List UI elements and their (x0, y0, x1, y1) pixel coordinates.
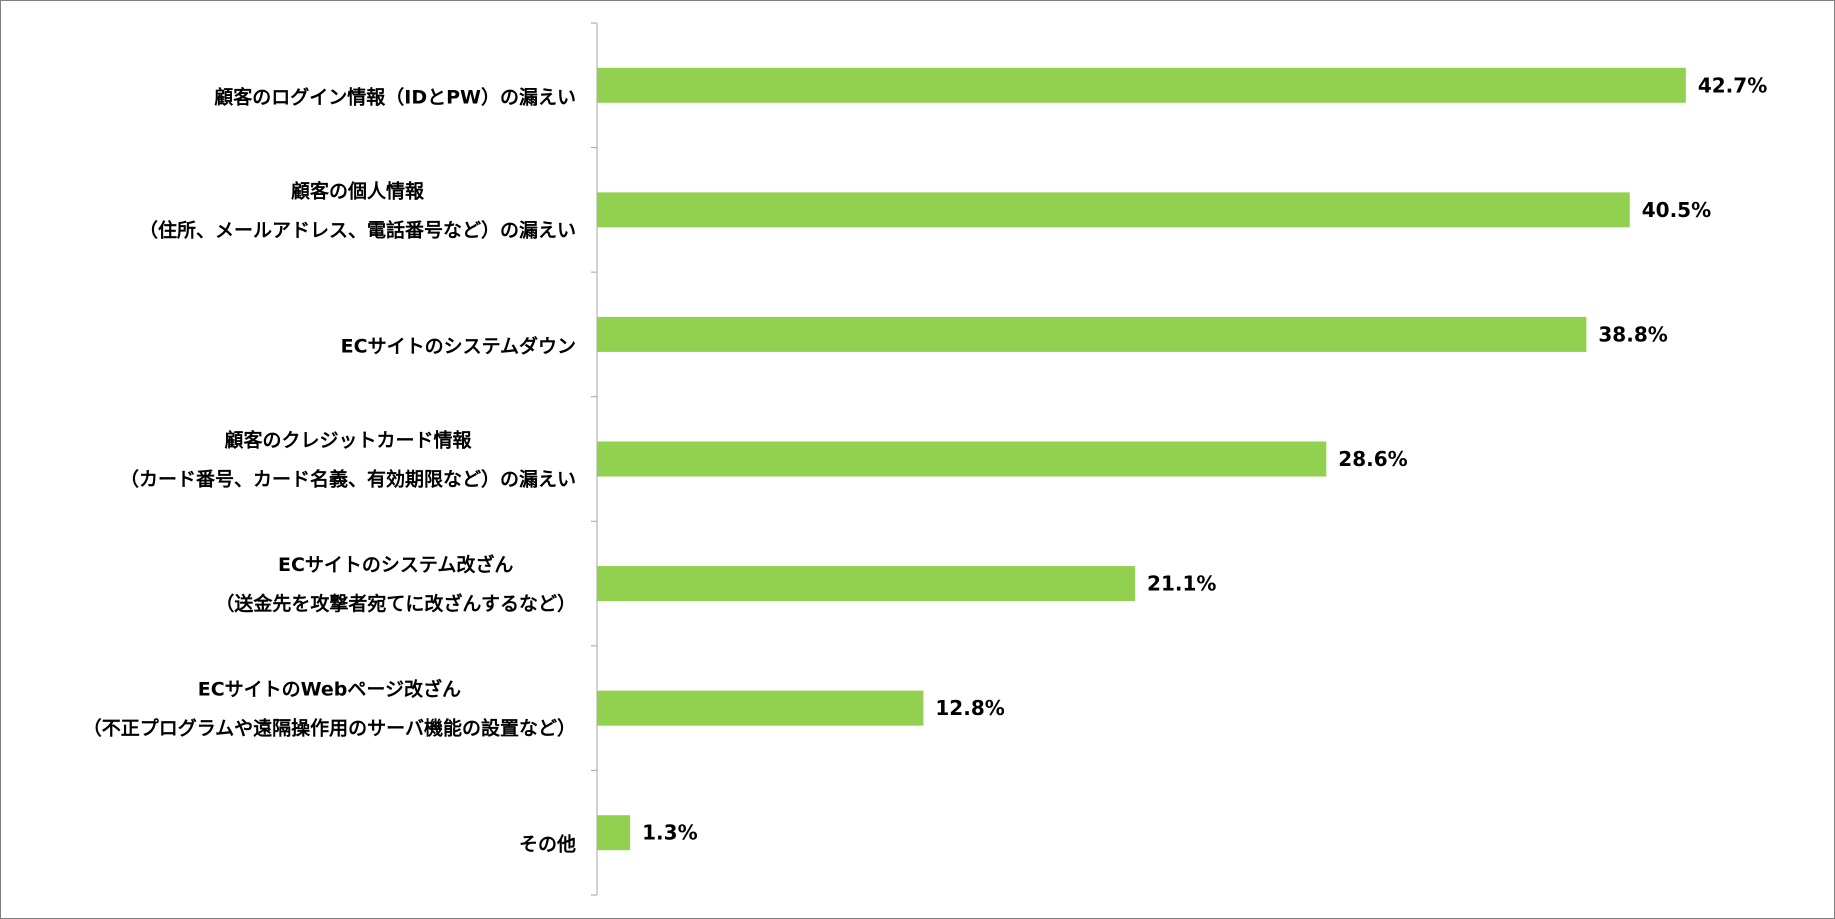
bar-6 (597, 815, 631, 851)
category-label-1-line-0: 顧客の個人情報 (291, 179, 425, 202)
category-label-5-line-1: （不正プログラムや遠隔操作用のサーバ機能の設置など） (83, 717, 576, 740)
bar-3 (597, 441, 1327, 477)
bar-4 (597, 566, 1136, 602)
category-label-6-line-0: その他 (519, 833, 576, 856)
category-label-3-line-1: （カード番号、カード名義、有効期限など）の漏えい (120, 468, 576, 491)
bar-5 (597, 690, 924, 726)
bar-2 (597, 316, 1587, 352)
category-label-4-line-1: （送金先を攻撃者宛てに改ざんするなど） (215, 592, 576, 615)
value-label-6: 1.3% (642, 821, 697, 845)
value-label-2: 38.8% (1598, 322, 1667, 346)
category-label-5-line-0: ECサイトのWebページ改ざん (198, 678, 461, 701)
category-label-1-line-1: （住所、メールアドレス、電話番号など）の漏えい (139, 218, 576, 241)
bar-1 (597, 192, 1630, 228)
value-label-3: 28.6% (1338, 447, 1407, 471)
category-label-2-line-0: ECサイトのシステムダウン (341, 334, 576, 357)
category-label-3-line-0: 顧客のクレジットカード情報 (224, 429, 472, 452)
bars-layer (597, 67, 1686, 851)
category-label-4-line-0: ECサイトのシステム改ざん (278, 553, 513, 576)
axis-layer (591, 22, 598, 896)
value-label-1: 40.5% (1642, 198, 1711, 222)
bar-0 (597, 67, 1686, 103)
value-label-0: 42.7% (1698, 73, 1767, 97)
labels-layer: 42.7% 顧客のログイン情報（IDとPW）の漏えい 40.5% 顧客の個人情報 （住所… (83, 73, 1767, 855)
value-label-5: 12.8% (935, 696, 1004, 720)
value-label-4: 21.1% (1147, 572, 1216, 596)
category-label-0-line-0: 顧客のログイン情報（IDとPW）の漏えい (214, 85, 576, 108)
